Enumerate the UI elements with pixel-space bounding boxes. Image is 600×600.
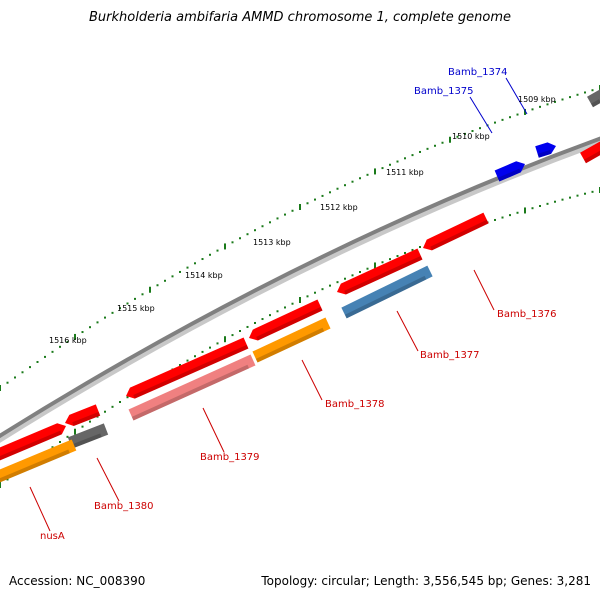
tick-label: 1510 kbp <box>452 132 490 141</box>
arrow-shade <box>344 275 427 319</box>
arrow-shade <box>497 168 521 182</box>
cds-feature <box>587 88 600 108</box>
cds-feature <box>65 404 101 427</box>
gene-label-bamb-1379[interactable]: Bamb_1379 <box>200 452 260 463</box>
arrow-body <box>494 161 526 182</box>
gene-label-bamb-1375[interactable]: Bamb_1375 <box>414 86 474 97</box>
map-title: Burkholderia ambifaria AMMD chromosome 1… <box>88 10 512 25</box>
tick-label: 1515 kbp <box>117 304 155 313</box>
features <box>0 88 600 484</box>
gene-label-nusa[interactable]: nusA <box>40 531 65 542</box>
gene-label-bamb-1376[interactable]: Bamb_1376 <box>497 309 557 320</box>
cds-feature <box>126 337 249 399</box>
arrow-shade <box>255 327 325 363</box>
leader-line <box>96 457 120 502</box>
tick-label: 1509 kbp <box>518 95 556 104</box>
arrow-shade <box>583 150 600 164</box>
arrow-shade <box>344 255 423 295</box>
arrow-body <box>249 299 323 341</box>
cds-feature <box>580 139 600 164</box>
gene-labels: Bamb_1374 Bamb_1375 Bamb_1376 Bamb_1377 … <box>40 67 557 542</box>
arrow-shade <box>133 344 249 399</box>
arrow-shade <box>256 306 323 341</box>
gene-label-bamb-1377[interactable]: Bamb_1377 <box>420 350 480 361</box>
cds-feature <box>337 248 423 295</box>
arrow-shade <box>590 99 600 108</box>
arrow-body <box>337 248 423 295</box>
cds-feature <box>0 423 66 462</box>
cds-feature <box>494 161 526 182</box>
tick-labels: 1509 kbp 1510 kbp 1511 kbp 1512 kbp 1513… <box>49 95 556 345</box>
arrow-body <box>0 423 66 462</box>
arrow-body <box>535 142 556 158</box>
leader-line <box>473 269 495 311</box>
arrow-body <box>587 88 600 108</box>
cds-feature <box>341 265 433 319</box>
arrow-body <box>67 423 109 449</box>
gene-label-bamb-1378[interactable]: Bamb_1378 <box>325 399 385 410</box>
arrow-shade <box>72 411 101 427</box>
genome-summary-text: Topology: circular; Length: 3,556,545 bp… <box>261 574 591 588</box>
arrow-body <box>580 139 600 164</box>
backbone-line <box>0 136 600 439</box>
tick-label: 1514 kbp <box>185 271 223 280</box>
tick-label: 1516 kbp <box>49 336 87 345</box>
arrow-shade <box>537 150 552 158</box>
arrow-body <box>423 212 489 251</box>
cds-feature <box>0 439 77 484</box>
arrow-shade <box>0 430 62 462</box>
cds-feature <box>535 142 556 158</box>
leader-line <box>29 486 51 532</box>
leader-lines <box>29 77 528 532</box>
arrow-shade <box>131 364 250 421</box>
tick-label: 1512 kbp <box>320 203 358 212</box>
arrow-shade <box>0 449 70 484</box>
arrow-shade <box>70 433 102 449</box>
backbone <box>0 136 600 443</box>
tick-label: 1511 kbp <box>386 168 424 177</box>
tick-label: 1513 kbp <box>253 238 291 247</box>
gene-label-bamb-1374[interactable]: Bamb_1374 <box>448 67 508 78</box>
arrow-body <box>341 265 433 319</box>
leader-line <box>202 407 225 453</box>
cds-feature <box>249 299 323 341</box>
arrow-shade <box>430 219 489 251</box>
arrow-body <box>128 354 256 421</box>
ruler-ticks <box>0 85 600 488</box>
leader-line <box>505 77 528 115</box>
arrow-body <box>65 404 101 427</box>
leader-line <box>396 310 419 352</box>
accession-text: Accession: NC_008390 <box>9 574 146 588</box>
cds-feature <box>252 317 331 363</box>
gene-label-bamb-1380[interactable]: Bamb_1380 <box>94 501 154 512</box>
backbone-shadow <box>0 137 600 443</box>
cds-feature <box>128 354 256 421</box>
cds-feature <box>67 423 109 449</box>
cds-feature <box>423 212 489 251</box>
arrow-body <box>126 337 249 399</box>
arrow-body <box>252 317 331 363</box>
arrow-body <box>0 439 77 484</box>
leader-line <box>301 359 323 401</box>
leader-line <box>469 96 493 134</box>
